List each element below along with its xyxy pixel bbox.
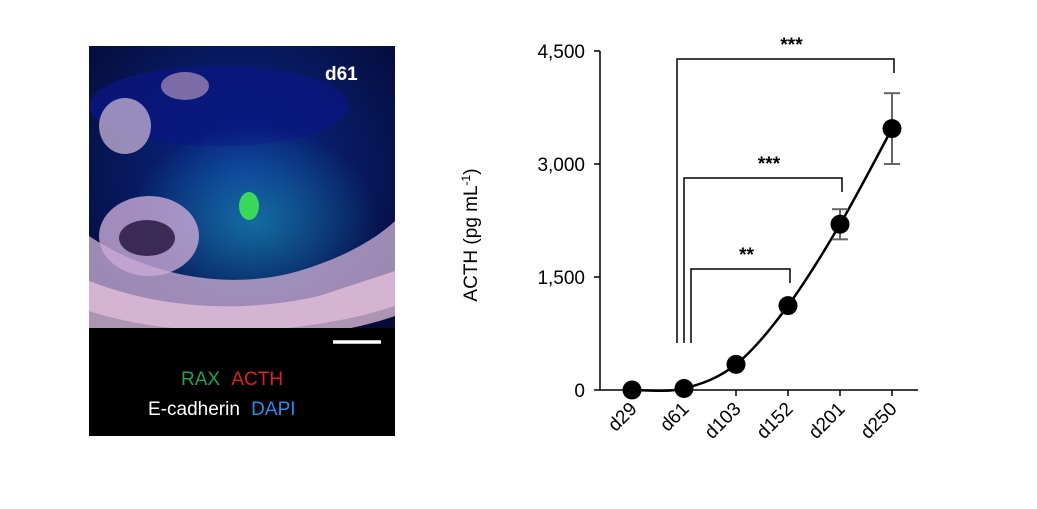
significance-bracket: ** — [690, 245, 791, 343]
legend-ecadherin: E-cadherin — [148, 399, 240, 420]
x-tick-label: d103 — [701, 399, 746, 444]
stain-legend-line-1: RAX ACTH — [181, 369, 283, 391]
y-label-close: ) — [461, 168, 482, 174]
micrograph-image — [89, 46, 395, 356]
y-tick-label: 3,000 — [537, 155, 585, 176]
legend-rax: RAX — [181, 369, 221, 390]
significance-brackets: ******** — [676, 35, 895, 343]
data-point — [726, 354, 746, 374]
x-tick-label: d61 — [656, 399, 693, 436]
data-points — [622, 119, 902, 400]
y-tick-label: 4,500 — [537, 42, 585, 63]
legend-acth: ACTH — [231, 369, 284, 390]
x-tick-label: d152 — [753, 399, 798, 444]
day-label: d61 — [325, 64, 358, 85]
x-tick-label: d201 — [805, 399, 850, 444]
data-point — [882, 119, 902, 139]
x-tick-label: d29 — [604, 399, 641, 436]
data-point — [778, 296, 798, 316]
significance-label: ** — [739, 245, 754, 266]
significance-bracket: *** — [683, 154, 843, 343]
x-tick-label: d250 — [857, 399, 902, 444]
y-axis-label: ACTH (pg mL-1) — [459, 168, 482, 301]
data-point — [674, 378, 694, 398]
y-tick-label: 1,500 — [537, 268, 585, 289]
chart-axes — [599, 51, 918, 391]
data-point — [622, 380, 642, 400]
y-label-text: ACTH (pg mL — [461, 185, 482, 301]
y-tick-label: 0 — [574, 381, 585, 402]
micrograph-panel: d61 RAX ACTH E-cadherin DAPI — [89, 46, 395, 436]
legend-dapi: DAPI — [251, 399, 296, 420]
y-ticks: 0 1,500 3,000 4,500 — [537, 42, 600, 402]
data-point — [830, 214, 850, 234]
stain-legend-line-2: E-cadherin DAPI — [148, 399, 296, 421]
significance-label: *** — [780, 35, 803, 56]
y-label-superscript: -1 — [459, 174, 473, 185]
x-ticks: d29 d61 d103 d152 d201 d250 — [604, 390, 902, 444]
significance-label: *** — [758, 154, 781, 175]
significance-bracket: *** — [676, 35, 895, 343]
